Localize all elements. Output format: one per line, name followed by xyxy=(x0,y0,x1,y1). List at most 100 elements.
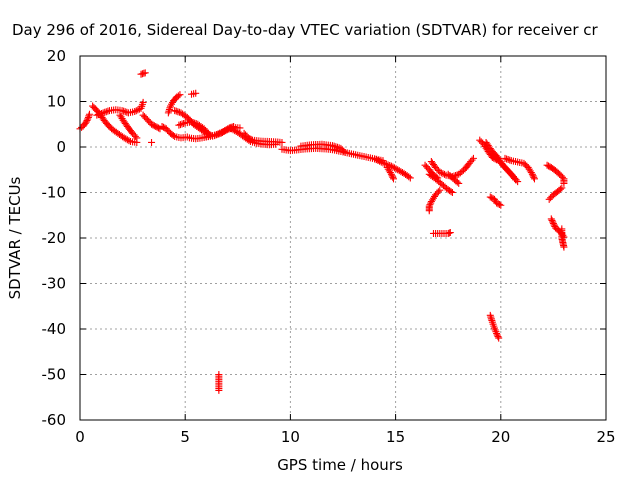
data-point-marker xyxy=(506,156,514,164)
data-point-marker xyxy=(376,157,384,165)
data-point-marker xyxy=(104,107,112,115)
data-point-marker xyxy=(453,178,461,186)
data-point-marker xyxy=(94,111,102,119)
data-point-marker xyxy=(82,118,90,126)
data-series xyxy=(425,186,444,215)
data-point-marker xyxy=(559,173,567,181)
data-point-marker xyxy=(377,158,385,166)
data-points xyxy=(76,69,568,394)
data-point-marker xyxy=(530,173,538,181)
data-series xyxy=(383,163,397,183)
data-point-marker xyxy=(212,131,220,139)
data-point-marker xyxy=(96,110,104,118)
chart-title: Day 296 of 2016, Sidereal Day-to-day VTE… xyxy=(12,21,599,39)
data-series xyxy=(240,129,286,146)
y-tick-label: 0 xyxy=(56,138,66,156)
data-point-marker xyxy=(405,173,413,181)
data-point-marker xyxy=(558,184,566,192)
y-tick-label: 20 xyxy=(47,47,66,65)
data-point-marker xyxy=(448,189,456,196)
data-series xyxy=(488,150,520,184)
data-series xyxy=(76,110,93,133)
data-point-marker xyxy=(549,218,557,226)
data-series xyxy=(501,154,538,183)
data-point-marker xyxy=(214,130,222,138)
data-point-marker xyxy=(169,131,177,139)
data-series xyxy=(188,89,200,98)
data-series xyxy=(93,98,147,119)
data-point-marker xyxy=(560,179,568,187)
data-point-marker xyxy=(529,172,537,180)
data-point-marker xyxy=(425,202,433,210)
data-point-marker xyxy=(436,186,444,194)
data-point-marker xyxy=(468,156,476,164)
data-series xyxy=(444,170,463,187)
data-series xyxy=(558,225,568,251)
data-point-marker xyxy=(174,108,182,116)
data-point-marker xyxy=(389,175,397,183)
data-series xyxy=(164,91,184,117)
data-point-marker xyxy=(139,98,147,106)
data-point-marker xyxy=(192,89,200,97)
data-point-marker xyxy=(171,107,179,115)
data-point-marker xyxy=(436,168,444,176)
data-series xyxy=(429,229,454,237)
data-point-marker xyxy=(387,170,395,178)
data-point-marker xyxy=(98,109,106,117)
data-point-marker xyxy=(503,155,511,163)
x-tick-label: 15 xyxy=(386,428,405,446)
data-series xyxy=(421,161,442,182)
data-point-marker xyxy=(386,169,394,177)
data-point-marker xyxy=(504,156,512,164)
data-point-marker xyxy=(176,121,184,129)
data-point-marker xyxy=(141,69,149,77)
data-point-marker xyxy=(381,160,389,168)
data-point-marker xyxy=(372,156,380,164)
data-point-marker xyxy=(550,221,558,229)
data-point-marker xyxy=(191,119,199,127)
data-point-marker xyxy=(510,174,518,182)
data-point-marker xyxy=(455,179,463,187)
data-point-marker xyxy=(121,108,129,116)
data-point-marker xyxy=(132,107,140,115)
data-point-marker xyxy=(469,154,477,162)
data-point-marker xyxy=(341,148,349,156)
x-tick-label: 0 xyxy=(75,428,85,446)
y-tick-label: -50 xyxy=(42,366,67,384)
x-tick-label: 10 xyxy=(281,428,300,446)
data-point-marker xyxy=(406,174,414,182)
y-tick-label: -10 xyxy=(42,184,67,202)
y-tick-label: -40 xyxy=(42,320,67,338)
y-tick-label: 10 xyxy=(47,93,66,111)
data-series xyxy=(139,111,164,133)
data-point-marker xyxy=(556,185,564,193)
data-series xyxy=(137,69,149,78)
data-point-marker xyxy=(175,121,183,129)
axis-ticks: 0 5 10 15 20 25 -60 -50 -40 -30 -20 -10 0 10 20 xyxy=(42,47,616,446)
y-tick-label: -20 xyxy=(42,229,67,247)
data-point-marker xyxy=(131,108,139,116)
data-point-marker xyxy=(560,243,568,251)
data-point-marker xyxy=(148,138,156,146)
data-point-marker xyxy=(549,219,557,227)
x-tick-label: 25 xyxy=(596,428,615,446)
data-series xyxy=(427,154,477,181)
data-point-marker xyxy=(439,170,447,178)
data-point-marker xyxy=(84,115,92,123)
data-point-marker xyxy=(389,173,397,181)
data-point-marker xyxy=(528,170,536,178)
data-point-marker xyxy=(217,128,225,136)
data-point-marker xyxy=(530,175,538,183)
data-point-marker xyxy=(426,201,434,209)
data-point-marker xyxy=(216,129,224,137)
data-series xyxy=(215,371,223,394)
data-point-marker xyxy=(178,120,186,128)
data-point-marker xyxy=(102,108,110,116)
data-point-marker xyxy=(371,155,379,163)
data-point-marker xyxy=(446,229,454,237)
data-point-marker xyxy=(548,216,556,224)
data-point-marker xyxy=(180,119,188,127)
data-point-marker xyxy=(278,138,286,146)
data-point-marker xyxy=(125,137,133,145)
